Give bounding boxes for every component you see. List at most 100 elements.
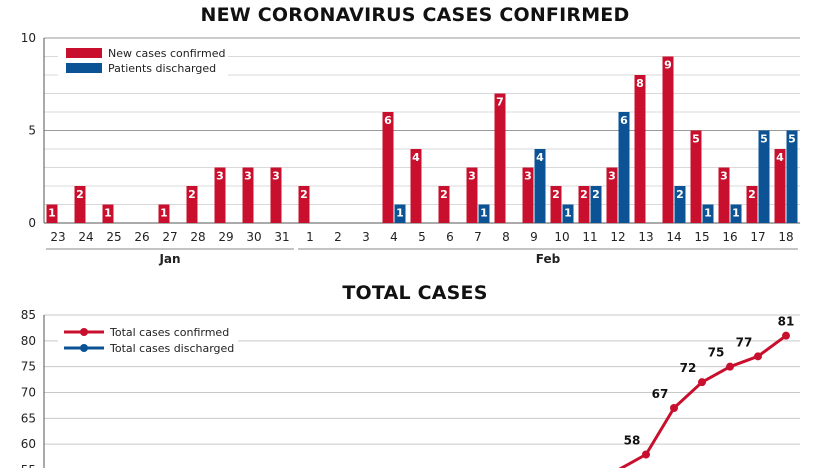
legend-box (58, 322, 238, 356)
bar (46, 204, 58, 223)
bar-value-label: 3 (720, 170, 728, 183)
y-tick-label: 80 (21, 334, 36, 348)
bar-value-label: 5 (692, 133, 700, 146)
x-tick-label: 11 (582, 230, 597, 244)
bar (730, 204, 742, 223)
bar (590, 186, 602, 223)
x-tick-label: 23 (50, 230, 65, 244)
x-tick-label: 4 (390, 230, 398, 244)
bar-value-label: 2 (188, 188, 196, 201)
legend-marker (80, 344, 88, 352)
bar-value-label: 5 (760, 133, 768, 146)
y-tick-label: 85 (21, 308, 36, 322)
bar-value-label: 1 (704, 207, 712, 220)
y-tick-label: 10 (21, 31, 36, 45)
x-tick-label: 9 (530, 230, 538, 244)
bar (550, 186, 562, 223)
bar (606, 167, 618, 223)
bar (214, 167, 226, 223)
x-tick-label: 12 (610, 230, 625, 244)
bar-value-label: 1 (160, 207, 168, 220)
x-tick-label: 29 (218, 230, 233, 244)
bar (466, 167, 478, 223)
y-tick-label: 75 (21, 360, 36, 374)
bar-value-label: 6 (384, 114, 392, 127)
point-value-label: 58 (624, 434, 641, 448)
group-label: Feb (536, 252, 561, 266)
bar (786, 130, 798, 223)
legend-marker (80, 328, 88, 336)
bar-value-label: 1 (104, 207, 112, 220)
bar (690, 130, 702, 223)
point-value-label: 72 (680, 361, 697, 375)
bar-value-label: 3 (216, 170, 224, 183)
bar-value-label: 3 (608, 170, 616, 183)
bar (774, 149, 786, 223)
y-tick-label: 55 (21, 463, 36, 468)
data-point (698, 378, 706, 387)
bar (298, 186, 310, 223)
y-tick-label: 0 (28, 216, 36, 230)
bar-value-label: 6 (620, 114, 628, 127)
bar-value-label: 3 (272, 170, 280, 183)
x-tick-label: 8 (502, 230, 510, 244)
bar-value-label: 2 (76, 188, 84, 201)
bar (438, 186, 450, 223)
bar-value-label: 5 (788, 133, 796, 146)
bar-value-label: 9 (664, 59, 672, 72)
bar (618, 112, 630, 223)
x-tick-label: 31 (274, 230, 289, 244)
point-value-label: 75 (708, 346, 725, 360)
bar (394, 204, 406, 223)
bar (634, 75, 646, 223)
bar (534, 149, 546, 223)
line-chart-title: TOTAL CASES (342, 282, 488, 304)
x-tick-label: 28 (190, 230, 205, 244)
bar (186, 186, 198, 223)
bar (270, 167, 282, 223)
legend-label: New cases confirmed (108, 47, 225, 60)
y-tick-label: 5 (28, 124, 36, 138)
bar (758, 130, 770, 223)
x-tick-label: 25 (106, 230, 121, 244)
bar (478, 204, 490, 223)
x-tick-label: 15 (694, 230, 709, 244)
x-tick-label: 14 (666, 230, 681, 244)
point-value-label: 67 (652, 387, 669, 401)
legend-label: Total cases confirmed (109, 326, 229, 339)
y-tick-label: 60 (21, 437, 36, 451)
x-tick-label: 13 (638, 230, 653, 244)
bar-value-label: 3 (524, 170, 532, 183)
data-point (726, 362, 734, 371)
x-tick-label: 24 (78, 230, 93, 244)
bar (718, 167, 730, 223)
group-label: Jan (158, 252, 180, 266)
y-tick-label: 70 (21, 386, 36, 400)
bar (74, 186, 86, 223)
bar-value-label: 7 (496, 96, 504, 109)
bar (702, 204, 714, 223)
bar-value-label: 2 (676, 188, 684, 201)
bar-chart-title: NEW CORONAVIRUS CASES CONFIRMED (200, 4, 630, 26)
x-tick-label: 6 (446, 230, 454, 244)
point-value-label: 77 (736, 335, 753, 349)
bar-value-label: 2 (300, 188, 308, 201)
x-tick-label: 2 (334, 230, 342, 244)
bar-value-label: 1 (396, 207, 404, 220)
data-point (670, 404, 678, 412)
point-value-label: 81 (778, 315, 795, 329)
x-tick-label: 7 (474, 230, 482, 244)
x-tick-label: 18 (778, 230, 793, 244)
legend-swatch (66, 48, 102, 58)
bar-value-label: 1 (732, 207, 740, 220)
data-point (754, 352, 762, 361)
bar (562, 204, 574, 223)
bar (746, 186, 758, 223)
bar-value-label: 2 (440, 188, 448, 201)
bar (662, 56, 674, 223)
bar-value-label: 2 (552, 188, 560, 201)
bar-value-label: 2 (580, 188, 588, 201)
data-point (642, 450, 650, 459)
x-tick-label: 10 (554, 230, 569, 244)
